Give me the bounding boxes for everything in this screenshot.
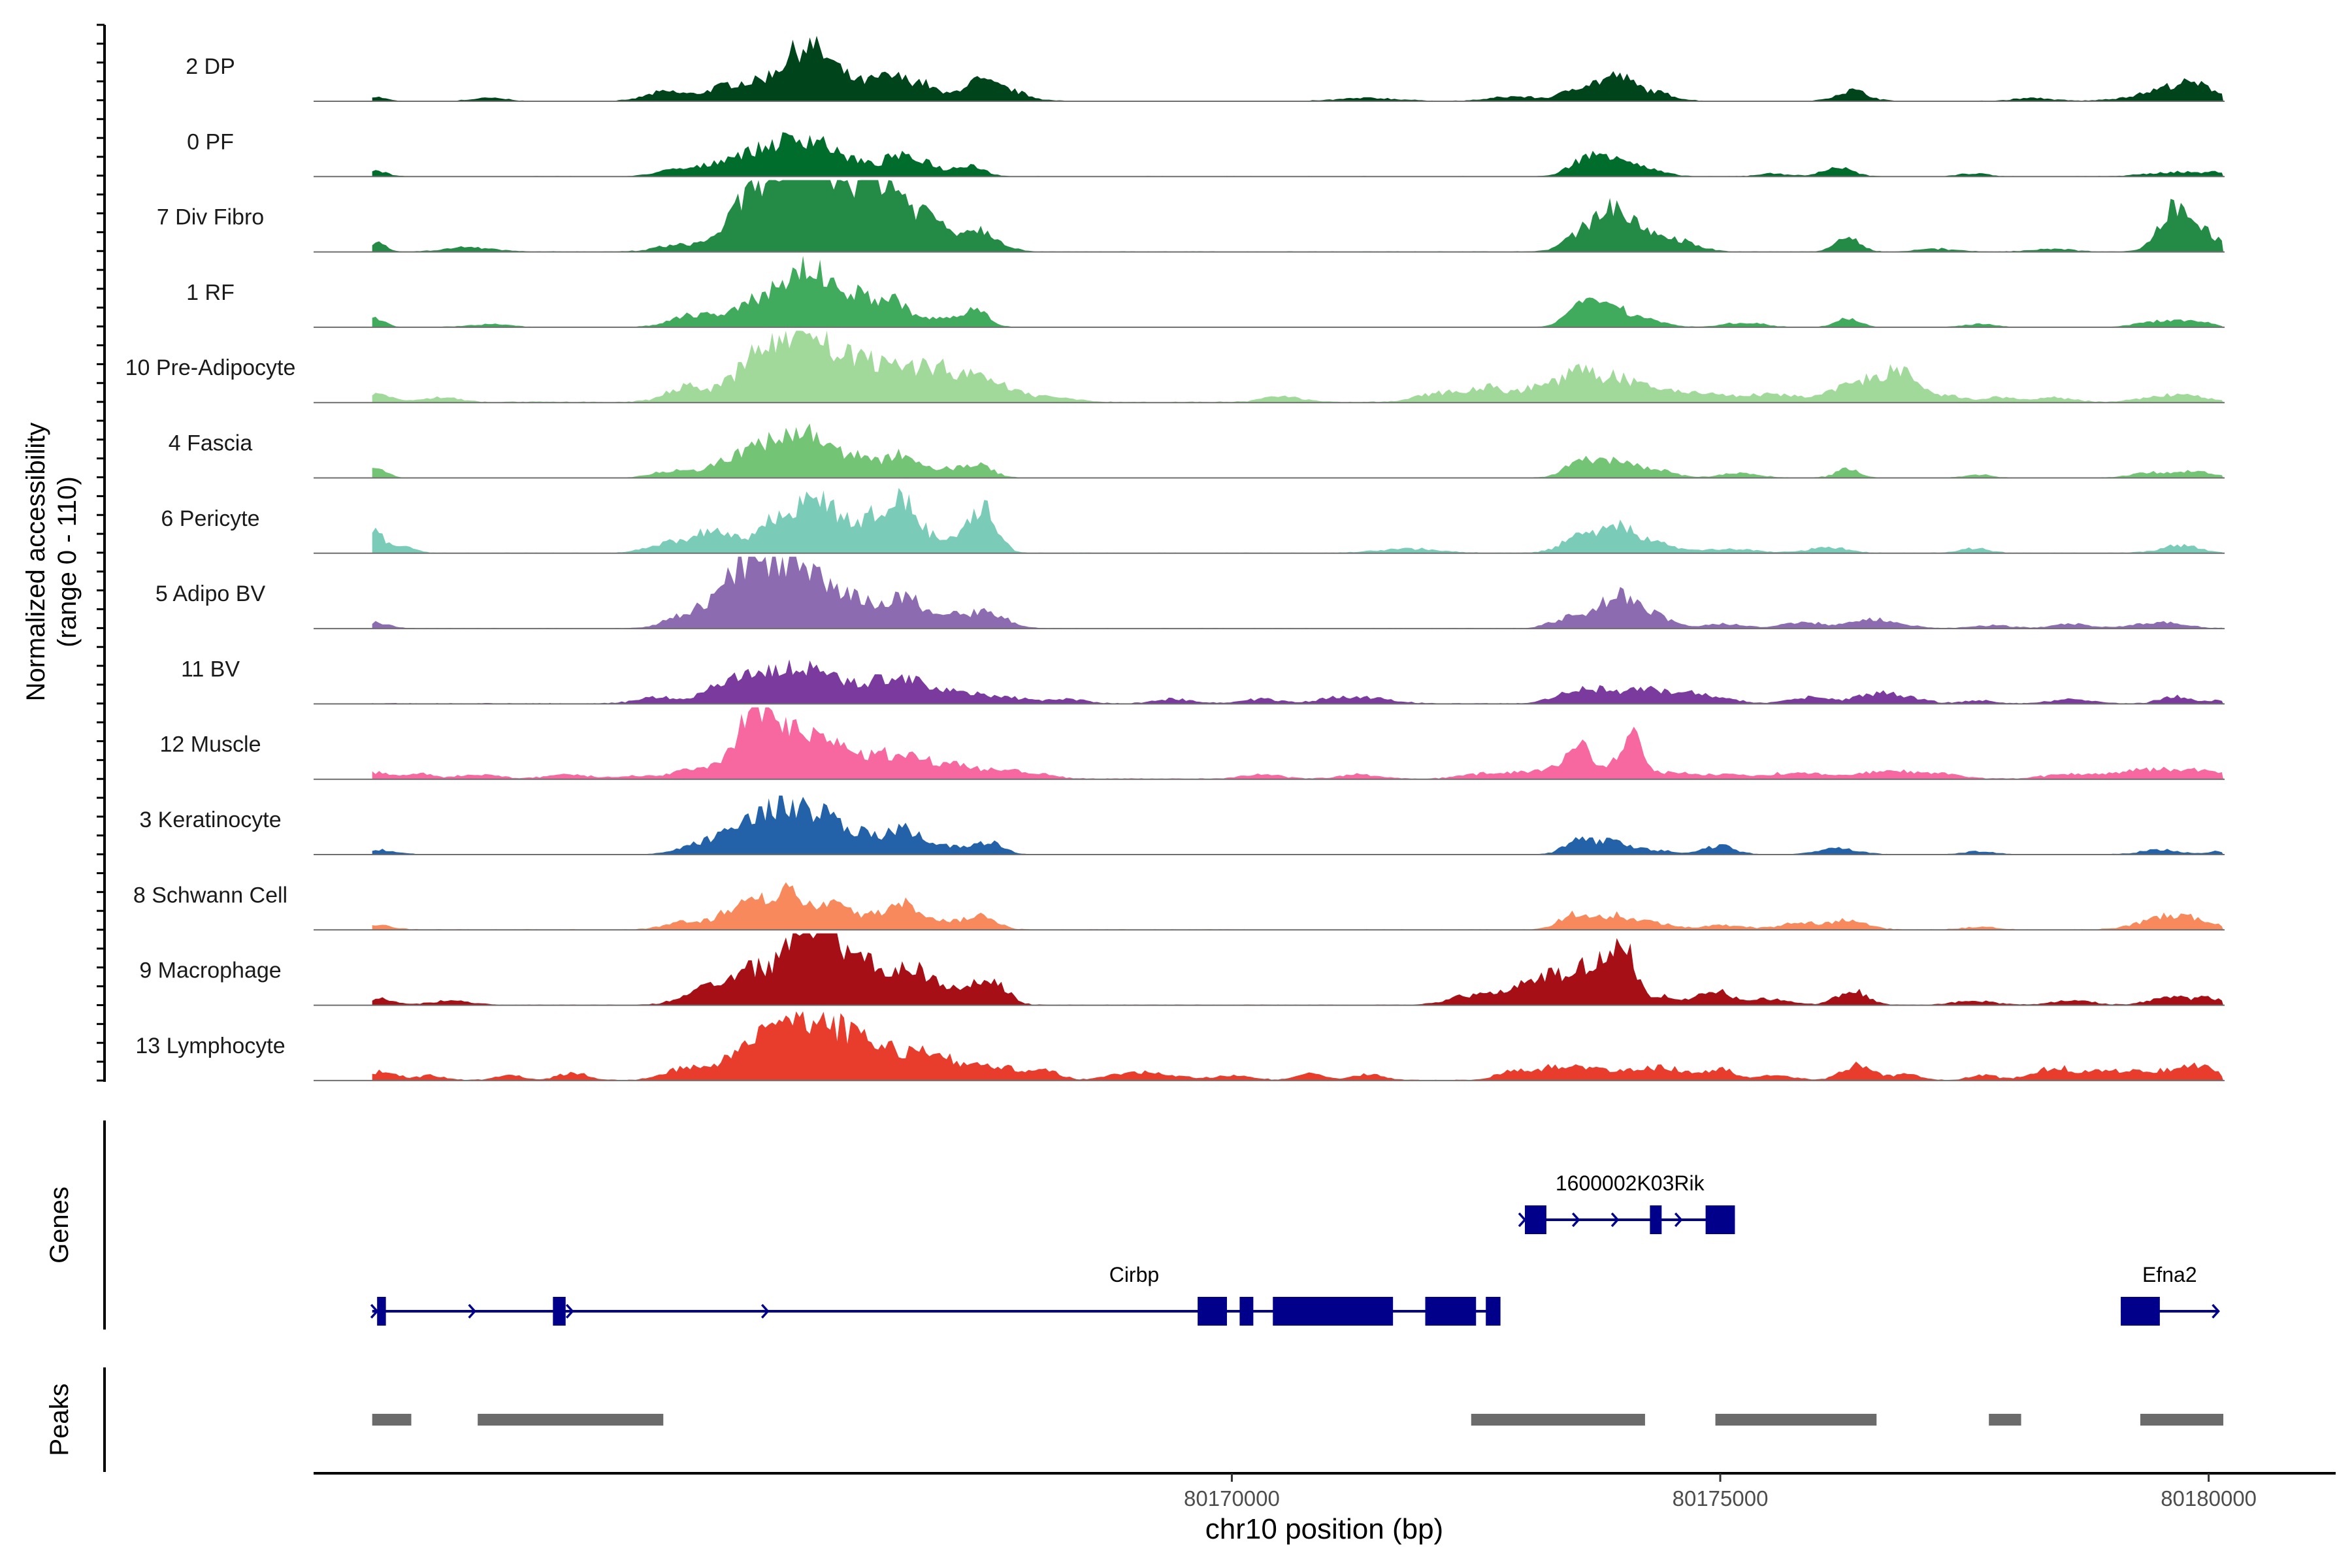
gene-label: Efna2 <box>2142 1263 2197 1286</box>
gene-exon <box>1650 1205 1662 1234</box>
peak-region <box>478 1414 664 1426</box>
gene-exon <box>1486 1297 1501 1326</box>
track-0-pf: 0 PF <box>187 129 2225 178</box>
coverage-area <box>372 180 2224 252</box>
y-axis-title: Normalized accessibility <box>22 423 50 702</box>
track-7-div-fibro: 7 Div Fibro <box>157 180 2225 253</box>
peaks-axis-label: Peaks <box>45 1383 74 1456</box>
strand-arrow-icon <box>1518 1212 1527 1228</box>
strand-arrow-icon <box>760 1303 770 1319</box>
gene-exon <box>377 1297 386 1326</box>
peak-region <box>2140 1414 2224 1426</box>
peaks-panel: Peaks <box>45 1367 2224 1472</box>
gene-exon <box>1239 1297 1254 1326</box>
strand-arrow-icon <box>370 1303 379 1319</box>
gene-exon <box>1198 1297 1227 1326</box>
gene-exon <box>1425 1297 1477 1326</box>
track-3-keratinocyte: 3 Keratinocyte <box>139 795 2225 855</box>
track-label: 0 PF <box>187 129 234 154</box>
gene-exon <box>553 1297 566 1326</box>
gene-cirbp: Cirbp <box>370 1263 1501 1326</box>
track-10-pre-adipocyte: 10 Pre-Adipocyte <box>125 331 2225 404</box>
gene-exon <box>1273 1297 1394 1326</box>
track-9-macrophage: 9 Macrophage <box>139 933 2225 1006</box>
x-tick-label: 80180000 <box>2161 1486 2257 1511</box>
peak-region <box>1471 1414 1645 1426</box>
gene-exon <box>2121 1297 2160 1326</box>
track-6-pericyte: 6 Pericyte <box>161 487 2225 554</box>
coverage-area <box>372 795 2224 855</box>
genes-axis-label: Genes <box>45 1186 74 1264</box>
track-label: 4 Fascia <box>169 431 253 456</box>
coverage-area <box>372 882 2224 930</box>
track-1-rf: 1 RF <box>186 255 2225 328</box>
coverage-area <box>372 487 2224 553</box>
gene-label: 1600002K03Rik <box>1556 1171 1705 1195</box>
coverage-area <box>372 35 2224 101</box>
track-label: 5 Adipo BV <box>155 581 266 606</box>
y-axis-subtitle: (range 0 - 110) <box>53 476 82 647</box>
coverage-area <box>372 557 2224 629</box>
strand-arrow-icon <box>1610 1212 1620 1228</box>
track-11-bv: 11 BV <box>181 657 2225 705</box>
strand-arrow-icon <box>1674 1212 1683 1228</box>
track-12-muscle: 12 Muscle <box>160 707 2225 780</box>
x-axis: 80170000 80175000 80180000 <box>314 1472 2336 1511</box>
track-label: 10 Pre-Adipocyte <box>125 355 296 380</box>
coverage-area <box>372 331 2224 403</box>
track-label: 9 Macrophage <box>139 958 281 983</box>
track-2-dp: 2 DP <box>186 35 2225 102</box>
track-label: 11 BV <box>181 657 240 681</box>
peak-region <box>372 1414 412 1426</box>
strand-arrow-icon <box>565 1303 574 1319</box>
genes-panel: Genes 1600002K03Rik Cirbp Efna2 <box>45 1120 2220 1330</box>
coverage-area <box>372 132 2224 177</box>
gene-exon <box>1525 1205 1546 1234</box>
track-label: 12 Muscle <box>160 732 261 757</box>
track-label: 1 RF <box>186 280 235 305</box>
coverage-area <box>372 933 2224 1005</box>
strand-arrow-icon <box>2212 1303 2220 1319</box>
gene-efna2: Efna2 <box>2121 1263 2220 1326</box>
track-label: 6 Pericyte <box>161 506 259 531</box>
track-5-adipo-bv: 5 Adipo BV <box>155 557 2225 630</box>
track-label: 8 Schwann Cell <box>133 883 287 907</box>
coverage-area <box>372 707 2224 779</box>
track-13-lymphocyte: 13 Lymphocyte <box>135 1011 2225 1081</box>
coverage-area <box>372 659 2224 704</box>
x-axis-title: chr10 position (bp) <box>1205 1513 1443 1545</box>
track-label: 2 DP <box>186 54 235 79</box>
x-tick-label: 80175000 <box>1673 1486 1769 1511</box>
track-label: 13 Lymphocyte <box>135 1034 285 1058</box>
coverage-area <box>372 255 2224 327</box>
strand-arrow-icon <box>468 1303 477 1319</box>
coverage-area <box>372 423 2224 478</box>
track-label: 7 Div Fibro <box>157 205 264 230</box>
coverage-area <box>372 1011 2224 1081</box>
coverage-panel: 2 DP 0 PF 7 Div Fibro 1 RF 10 Pre-Adipocyte 4… <box>97 24 2225 1082</box>
track-4-fascia: 4 Fascia <box>169 423 2225 479</box>
track-8-schwann-cell: 8 Schwann Cell <box>133 882 2225 931</box>
gene-label: Cirbp <box>1109 1263 1159 1286</box>
peak-region <box>1989 1414 2021 1426</box>
gene-exon <box>1705 1205 1735 1234</box>
track-label: 3 Keratinocyte <box>139 808 281 832</box>
peak-region <box>1715 1414 1877 1426</box>
strand-arrow-icon <box>1571 1212 1580 1228</box>
x-tick-label: 80170000 <box>1184 1486 1280 1511</box>
gene-1600002k03rik: 1600002K03Rik <box>1518 1171 1735 1234</box>
